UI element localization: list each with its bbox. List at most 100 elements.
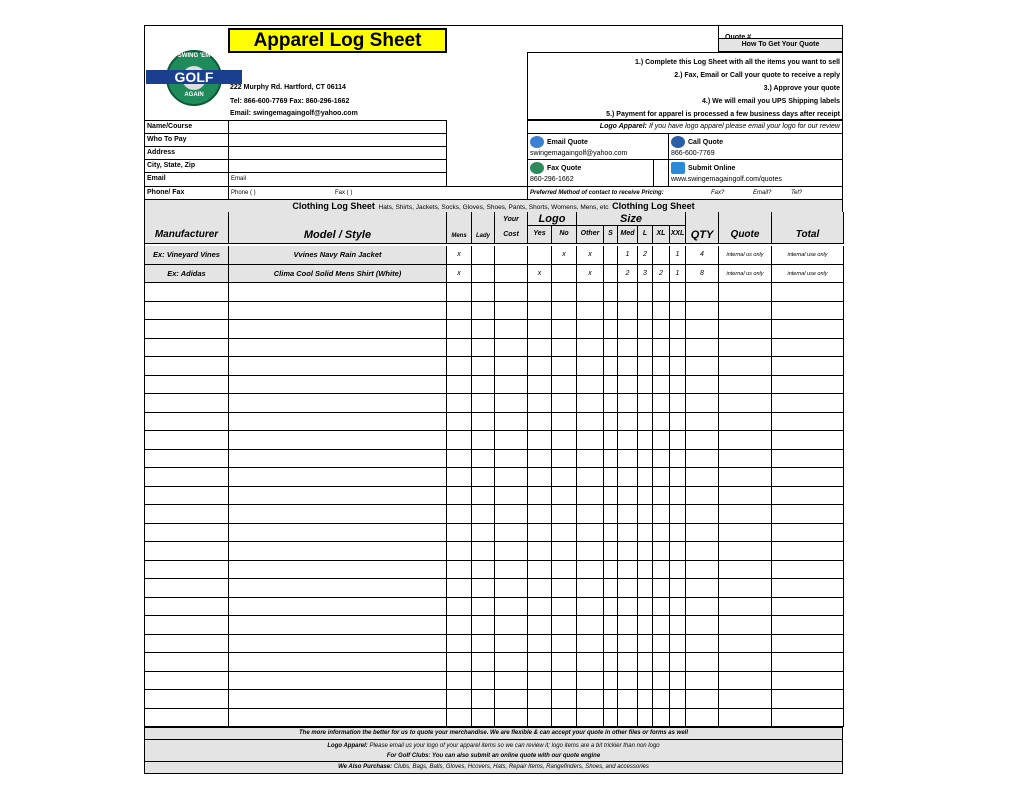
table-cell-empty[interactable] bbox=[686, 690, 719, 709]
table-cell[interactable] bbox=[528, 246, 552, 265]
table-cell-empty[interactable] bbox=[145, 357, 229, 376]
table-cell-empty[interactable] bbox=[670, 357, 686, 376]
table-cell-empty[interactable] bbox=[495, 468, 528, 487]
table-cell-empty[interactable] bbox=[145, 283, 229, 302]
table-cell-empty[interactable] bbox=[472, 671, 495, 690]
table-cell-empty[interactable] bbox=[670, 671, 686, 690]
table-cell-empty[interactable] bbox=[618, 690, 638, 709]
table-cell-empty[interactable] bbox=[528, 616, 552, 635]
table-cell-empty[interactable] bbox=[670, 449, 686, 468]
table-cell-empty[interactable] bbox=[229, 634, 447, 653]
table-cell-empty[interactable] bbox=[552, 338, 577, 357]
table-cell-empty[interactable] bbox=[145, 579, 229, 598]
table-cell-empty[interactable] bbox=[719, 708, 772, 727]
table-cell-empty[interactable] bbox=[604, 338, 618, 357]
table-cell-empty[interactable] bbox=[653, 505, 670, 524]
table-cell-empty[interactable] bbox=[638, 449, 653, 468]
table-cell-empty[interactable] bbox=[552, 542, 577, 561]
table-cell-empty[interactable] bbox=[638, 653, 653, 672]
table-cell[interactable]: internal use only bbox=[772, 264, 844, 283]
fax-quote-box[interactable]: Fax Quote 860-296-1662 bbox=[527, 159, 654, 187]
table-cell-empty[interactable] bbox=[495, 449, 528, 468]
table-cell-empty[interactable] bbox=[618, 357, 638, 376]
table-cell-empty[interactable] bbox=[447, 394, 472, 413]
table-cell[interactable]: Clima Cool Solid Mens Shirt (White) bbox=[229, 264, 447, 283]
table-cell-empty[interactable] bbox=[447, 634, 472, 653]
table-cell-empty[interactable] bbox=[552, 560, 577, 579]
table-cell-empty[interactable] bbox=[653, 616, 670, 635]
table-cell-empty[interactable] bbox=[495, 634, 528, 653]
table-cell-empty[interactable] bbox=[472, 375, 495, 394]
table-cell-empty[interactable] bbox=[495, 616, 528, 635]
city-state-zip-input[interactable] bbox=[228, 159, 447, 173]
table-cell-empty[interactable] bbox=[552, 653, 577, 672]
table-cell-empty[interactable] bbox=[552, 597, 577, 616]
table-cell-empty[interactable] bbox=[772, 634, 844, 653]
table-cell-empty[interactable] bbox=[638, 412, 653, 431]
table-cell-empty[interactable] bbox=[618, 468, 638, 487]
table-cell-empty[interactable] bbox=[618, 653, 638, 672]
table-cell-empty[interactable] bbox=[670, 690, 686, 709]
table-cell-empty[interactable] bbox=[670, 468, 686, 487]
table-cell-empty[interactable] bbox=[719, 301, 772, 320]
table-cell-empty[interactable] bbox=[686, 523, 719, 542]
table-cell-empty[interactable] bbox=[495, 320, 528, 339]
table-cell-empty[interactable] bbox=[577, 690, 604, 709]
table-cell-empty[interactable] bbox=[528, 523, 552, 542]
table-cell-empty[interactable] bbox=[145, 542, 229, 561]
table-cell-empty[interactable] bbox=[145, 412, 229, 431]
table-cell-empty[interactable] bbox=[772, 431, 844, 450]
table-cell-empty[interactable] bbox=[495, 394, 528, 413]
table-cell-empty[interactable] bbox=[719, 653, 772, 672]
table-cell-empty[interactable] bbox=[604, 523, 618, 542]
table-cell-empty[interactable] bbox=[145, 338, 229, 357]
table-cell-empty[interactable] bbox=[618, 505, 638, 524]
table-cell-empty[interactable] bbox=[772, 523, 844, 542]
table-cell-empty[interactable] bbox=[638, 690, 653, 709]
table-cell-empty[interactable] bbox=[653, 431, 670, 450]
table-cell-empty[interactable] bbox=[772, 616, 844, 635]
table-cell[interactable]: Vvines Navy Rain Jacket bbox=[229, 246, 447, 265]
table-cell-empty[interactable] bbox=[604, 690, 618, 709]
table-cell-empty[interactable] bbox=[653, 579, 670, 598]
table-cell-empty[interactable] bbox=[472, 283, 495, 302]
table-cell-empty[interactable] bbox=[447, 412, 472, 431]
table-cell[interactable]: x bbox=[528, 264, 552, 283]
table-cell-empty[interactable] bbox=[495, 505, 528, 524]
table-cell-empty[interactable] bbox=[618, 671, 638, 690]
table-cell-empty[interactable] bbox=[772, 338, 844, 357]
table-cell-empty[interactable] bbox=[577, 560, 604, 579]
table-cell-empty[interactable] bbox=[719, 597, 772, 616]
table-cell-empty[interactable] bbox=[145, 597, 229, 616]
table-cell-empty[interactable] bbox=[604, 653, 618, 672]
table-cell-empty[interactable] bbox=[145, 449, 229, 468]
table-cell-empty[interactable] bbox=[472, 486, 495, 505]
table-cell-empty[interactable] bbox=[472, 394, 495, 413]
table-cell-empty[interactable] bbox=[604, 579, 618, 598]
table-cell-empty[interactable] bbox=[552, 301, 577, 320]
table-cell[interactable]: Ex: Vineyard Vines bbox=[145, 246, 229, 265]
table-cell-empty[interactable] bbox=[229, 579, 447, 598]
table-cell-empty[interactable] bbox=[653, 320, 670, 339]
table-cell-empty[interactable] bbox=[670, 375, 686, 394]
table-cell-empty[interactable] bbox=[229, 523, 447, 542]
table-cell-empty[interactable] bbox=[670, 634, 686, 653]
table-cell-empty[interactable] bbox=[495, 542, 528, 561]
table-cell[interactable]: 1 bbox=[670, 246, 686, 265]
table-cell-empty[interactable] bbox=[638, 597, 653, 616]
option-tel[interactable]: Tel? bbox=[791, 190, 803, 196]
table-cell-empty[interactable] bbox=[528, 671, 552, 690]
table-cell-empty[interactable] bbox=[528, 579, 552, 598]
table-cell-empty[interactable] bbox=[145, 320, 229, 339]
table-cell-empty[interactable] bbox=[528, 320, 552, 339]
table-cell-empty[interactable] bbox=[495, 523, 528, 542]
table-cell-empty[interactable] bbox=[229, 542, 447, 561]
table-cell-empty[interactable] bbox=[653, 301, 670, 320]
table-cell-empty[interactable] bbox=[772, 486, 844, 505]
email-quote-box[interactable]: Email Quote swingemagaingolf@yahoo.com bbox=[527, 133, 669, 160]
table-cell-empty[interactable] bbox=[638, 283, 653, 302]
table-cell-empty[interactable] bbox=[472, 505, 495, 524]
table-cell-empty[interactable] bbox=[618, 560, 638, 579]
table-cell-empty[interactable] bbox=[719, 560, 772, 579]
table-cell-empty[interactable] bbox=[719, 283, 772, 302]
